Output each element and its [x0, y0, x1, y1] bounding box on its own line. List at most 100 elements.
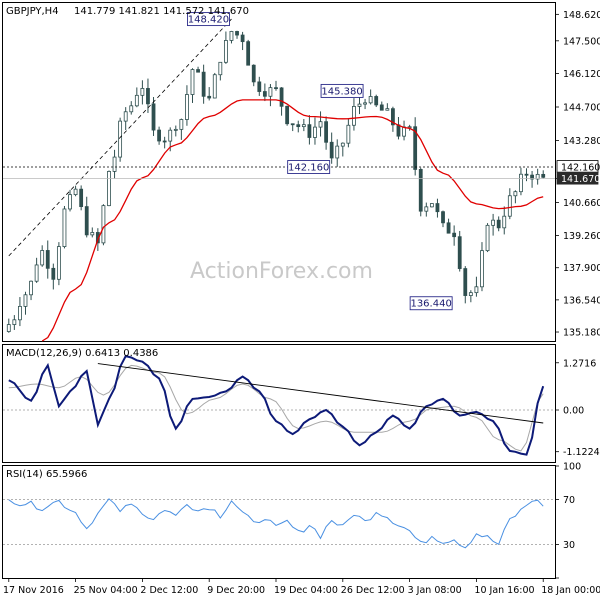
- current-price-box: [556, 171, 599, 185]
- candle-body: [196, 69, 200, 73]
- candle-body: [185, 94, 189, 120]
- candle-body: [18, 305, 22, 321]
- candle-body: [329, 141, 334, 159]
- price-annotation-box: [409, 296, 453, 311]
- candle-body: [413, 126, 418, 170]
- current-price-label: 141.670: [561, 174, 600, 185]
- candle-body: [40, 250, 45, 266]
- candle-body: [279, 87, 284, 107]
- candle-body: [6, 324, 11, 332]
- candle-body: [201, 71, 206, 97]
- candle-body: [235, 31, 239, 36]
- candle-body: [285, 105, 290, 125]
- candle-body: [168, 129, 173, 142]
- candle-body: [335, 145, 340, 159]
- candle-body: [519, 173, 523, 193]
- candle-body: [346, 124, 351, 144]
- candle-body: [496, 219, 501, 229]
- price-axis-label: 143.280: [563, 136, 600, 147]
- time-axis-label: 10 Jan 16:00: [474, 585, 534, 596]
- rsi-panel-frame: [2, 465, 556, 579]
- candle-body: [90, 232, 95, 236]
- macd-title: MACD(12,26,9) 0.6413 0.4386: [6, 348, 158, 359]
- price-annotation-label: 136.440: [410, 299, 451, 310]
- price-panel: 148.420 145.380 142.160 136.440: [3, 12, 555, 342]
- price-axis-label: 139.260: [563, 231, 600, 242]
- candle-body: [429, 203, 434, 208]
- candle-body: [68, 194, 72, 210]
- candle-body: [474, 286, 479, 294]
- candle-body: [129, 105, 134, 113]
- macd-axis-label: 1.2716: [563, 358, 596, 369]
- price-axis-label: 137.900: [563, 263, 600, 274]
- level-price-label: 142.160: [561, 163, 600, 174]
- candle-body: [229, 31, 234, 41]
- price-annotation-label: 142.160: [288, 163, 329, 174]
- price-annotation-box: [187, 12, 230, 27]
- price-axis-label: 135.180: [563, 328, 600, 339]
- price-annotation-label: 148.420: [188, 15, 229, 26]
- candle-body: [363, 102, 367, 105]
- candle-body: [134, 94, 139, 107]
- candle-body: [441, 211, 445, 224]
- time-axis-label: 3 Jan 08:00: [408, 585, 462, 596]
- candle-body: [357, 103, 362, 107]
- candle-body: [34, 264, 39, 282]
- macd-axis-label: -1.1224: [563, 447, 600, 458]
- time-axis-label: 25 Nov 04:00: [74, 585, 138, 596]
- candle-body: [112, 156, 117, 172]
- candle-body: [352, 106, 356, 126]
- candle-body: [313, 126, 317, 138]
- candle-body: [51, 267, 56, 280]
- candle-body: [446, 222, 451, 234]
- macd-panel: [3, 354, 555, 456]
- rsi-axis-label: 100: [563, 462, 581, 473]
- candle-body: [368, 96, 373, 104]
- rsi-title: RSI(14) 65.5966: [6, 469, 87, 480]
- candle-body: [307, 124, 312, 138]
- candle-body: [290, 123, 295, 126]
- time-axis-label: 18 Jan 00:00: [541, 585, 600, 596]
- candle-body: [62, 208, 67, 247]
- candle-body: [468, 292, 473, 296]
- candle-body: [84, 206, 89, 236]
- candle-body: [240, 34, 245, 43]
- price-annotation-box: [287, 160, 331, 174]
- candle-body: [301, 124, 306, 128]
- candle-body: [190, 69, 195, 95]
- candle-body: [207, 95, 212, 99]
- candle-body: [162, 140, 167, 143]
- price-annotation-label: 145.380: [321, 86, 362, 97]
- candle-body: [502, 215, 507, 229]
- candle-body: [541, 173, 546, 178]
- candle-body: [524, 173, 529, 176]
- candle-body: [513, 191, 518, 197]
- rsi-axis-label: 30: [563, 540, 575, 551]
- watermark: ActionForex.com: [190, 259, 373, 284]
- candle-body: [424, 206, 429, 212]
- candle-body: [324, 121, 329, 143]
- candle-body: [218, 61, 223, 76]
- candle-body: [246, 41, 251, 66]
- time-axis-label: 26 Dec 12:00: [341, 585, 405, 596]
- candle-body: [223, 40, 228, 63]
- candle-body: [251, 64, 256, 83]
- candle-body: [340, 142, 345, 147]
- candle-body: [463, 268, 468, 296]
- price-axis-label: 136.540: [563, 295, 600, 306]
- candle-body: [157, 129, 161, 142]
- axes: 148.620 147.500 146.120 144.700 143.280 140.6…: [3, 10, 600, 596]
- candle-body: [173, 128, 178, 131]
- candle-body: [118, 120, 123, 158]
- candle-body: [318, 121, 323, 128]
- candle-body: [296, 124, 301, 128]
- candle-body: [457, 236, 462, 269]
- macd-axis-label: 0.00: [563, 406, 584, 417]
- candle-body: [418, 169, 423, 212]
- candle-body: [101, 205, 106, 244]
- time-axis-label: 9 Dec 20:00: [207, 585, 265, 596]
- candle-body: [374, 96, 379, 106]
- candle-body: [391, 108, 395, 126]
- candle-body: [268, 87, 273, 97]
- candle-body: [179, 119, 184, 130]
